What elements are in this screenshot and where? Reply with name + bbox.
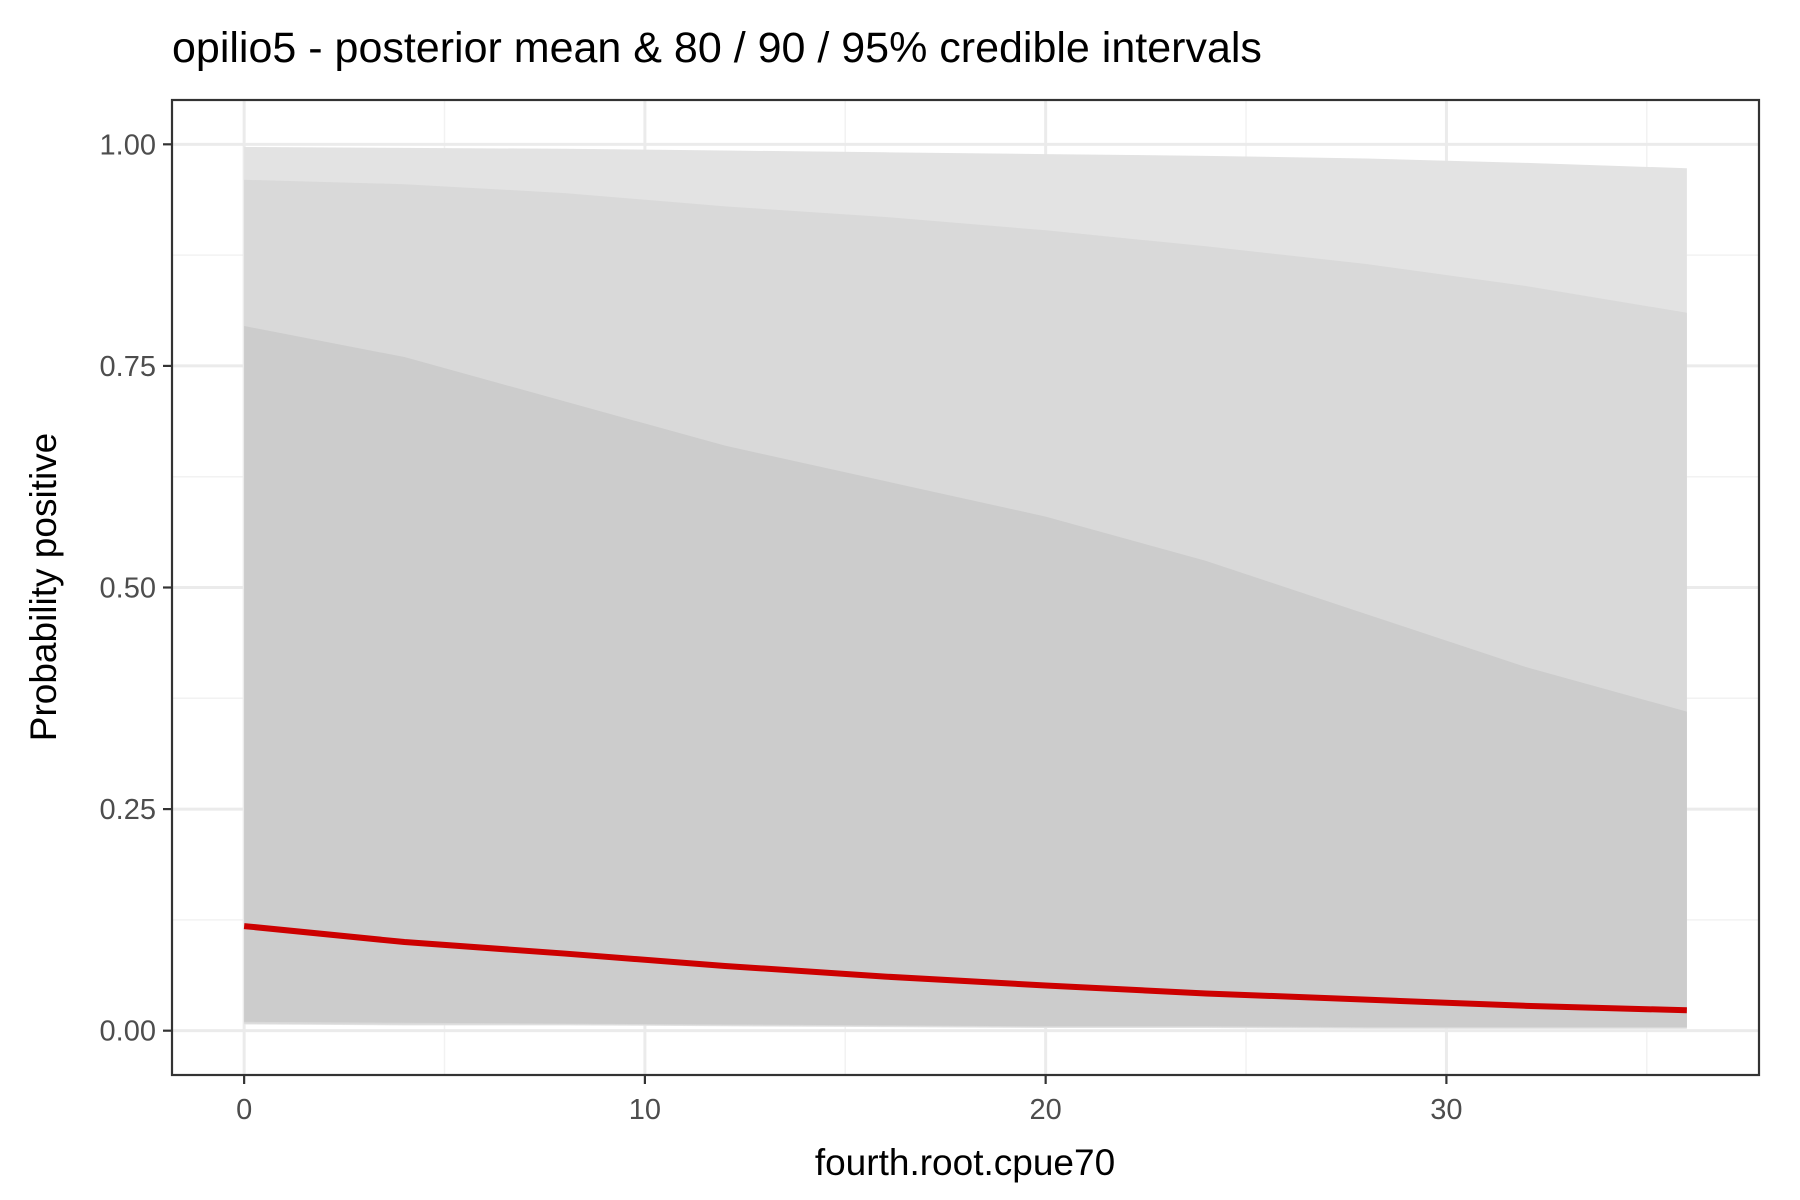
x-axis-title: fourth.root.cpue70 (815, 1142, 1115, 1183)
x-tick-label: 20 (1030, 1094, 1062, 1126)
credible-bands (244, 146, 1687, 1029)
x-tick-label: 10 (629, 1094, 661, 1126)
y-tick-label: 0.75 (100, 351, 156, 383)
x-tick-label: 0 (236, 1094, 252, 1126)
y-axis-title: Probability positive (23, 433, 64, 741)
posterior-mean-line (243, 923, 1687, 1014)
y-tick-label: 0.50 (100, 573, 156, 605)
y-tick-label: 0.00 (100, 1016, 156, 1048)
y-tick-label: 1.00 (100, 129, 156, 161)
posterior-mean-series (243, 923, 1687, 1014)
y-tick-label: 0.25 (100, 794, 156, 826)
axis-ticks: 0 10 20 30 0.00 0.25 0.50 0.75 1.00 (100, 129, 1463, 1126)
x-tick-label: 30 (1430, 1094, 1462, 1126)
chart-title: opilio5 - posterior mean & 80 / 90 / 95%… (172, 24, 1262, 72)
band-80pct (244, 326, 1687, 1028)
